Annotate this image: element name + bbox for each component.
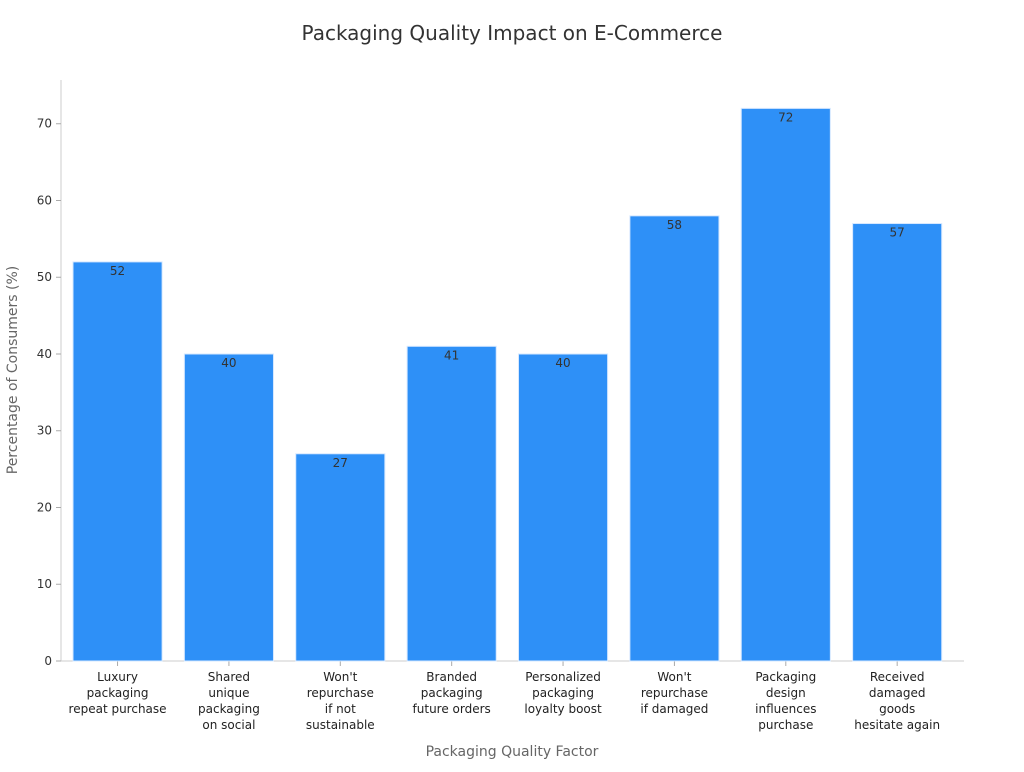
x-tick-label-line: if not <box>325 702 356 716</box>
x-tick-label-line: Luxury <box>97 670 138 684</box>
x-tick-label-line: repeat purchase <box>69 702 167 716</box>
x-tick-label-line: future orders <box>413 702 491 716</box>
bar-value-label: 40 <box>555 356 570 370</box>
bar <box>72 261 163 662</box>
x-tick-label-line: influences <box>755 702 816 716</box>
x-tick-label-line: damaged <box>869 686 926 700</box>
bar-value-label: 57 <box>890 226 905 240</box>
x-tick-label-line: packaging <box>198 702 260 716</box>
x-tick-label-line: repurchase <box>307 686 374 700</box>
x-tick-label-line: Branded <box>426 670 477 684</box>
y-tick-label: 30 <box>37 424 52 438</box>
x-tick-label: Won't repurchase if damaged <box>640 670 708 716</box>
y-axis-title: Percentage of Consumers (%) <box>5 266 21 475</box>
x-tick-label-line: packaging <box>87 686 149 700</box>
y-tick-label: 50 <box>37 270 52 284</box>
bar <box>629 215 720 662</box>
bar-value-label: 41 <box>444 348 459 362</box>
x-tick-label-line: purchase <box>758 718 813 732</box>
bar-value-label: 40 <box>221 356 236 370</box>
x-tick-label: Branded packaging future orders <box>413 670 491 716</box>
bar <box>740 107 831 662</box>
y-tick-label: 40 <box>37 347 52 361</box>
x-tick-label-line: Personalized <box>525 670 601 684</box>
x-tick-label-line: packaging <box>421 686 483 700</box>
x-tick-label-line: design <box>766 686 806 700</box>
x-tick-label: Shared unique packaging on social <box>198 670 260 732</box>
x-axis-title: Packaging Quality Factor <box>426 744 599 760</box>
bar-value-label: 27 <box>333 456 348 470</box>
data-labels: 52 40 27 41 40 58 72 57 <box>110 110 905 469</box>
bar <box>406 345 497 662</box>
x-tick-label: Received damaged goods hesitate again <box>854 670 940 732</box>
y-tick-label: 0 <box>44 654 52 668</box>
chart-title: Packaging Quality Impact on E-Commerce <box>302 21 723 45</box>
y-axis: 0 10 20 30 40 50 60 70 <box>37 80 62 668</box>
x-tick-label: Personalized packaging loyalty boost <box>524 670 602 716</box>
y-tick-label: 60 <box>37 193 52 207</box>
x-tick-label: Won't repurchase if not sustainable <box>306 670 375 732</box>
bar <box>295 453 386 662</box>
bar-value-label: 52 <box>110 264 125 278</box>
x-tick-label: Luxury packaging repeat purchase <box>69 670 167 716</box>
x-tick-label-line: goods <box>879 702 915 716</box>
x-tick-label-line: Won't <box>323 670 357 684</box>
x-tick-label-line: sustainable <box>306 718 375 732</box>
x-tick-label-line: repurchase <box>641 686 708 700</box>
x-tick-label: Packaging design influences purchase <box>755 670 816 732</box>
y-tick-label: 10 <box>37 577 52 591</box>
x-tick-label-line: unique <box>208 686 249 700</box>
x-tick-label-line: if damaged <box>640 702 708 716</box>
bar <box>852 223 943 662</box>
bar-series <box>72 107 943 662</box>
x-tick-label-line: Shared <box>208 670 250 684</box>
x-tick-label-line: loyalty boost <box>524 702 602 716</box>
bar <box>518 353 609 662</box>
bar-value-label: 72 <box>778 110 793 124</box>
bar-value-label: 58 <box>667 218 682 232</box>
y-tick-label: 70 <box>37 117 52 131</box>
x-tick-label-line: Received <box>870 670 925 684</box>
x-tick-label-line: on social <box>202 718 255 732</box>
bar <box>183 353 274 662</box>
x-tick-label-line: Won't <box>657 670 691 684</box>
x-tick-label-line: hesitate again <box>854 718 940 732</box>
x-axis: Luxury packaging repeat purchase Shared uniq… <box>61 660 964 732</box>
y-tick-label: 20 <box>37 500 52 514</box>
x-tick-label-line: Packaging <box>755 670 816 684</box>
x-tick-label-line: packaging <box>532 686 594 700</box>
